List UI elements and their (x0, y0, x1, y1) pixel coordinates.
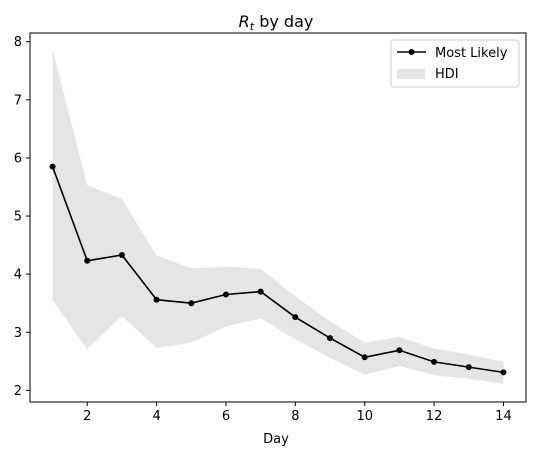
y-tick-label: 2 (14, 384, 22, 399)
most-likely-point (154, 297, 160, 303)
most-likely-point (362, 354, 368, 360)
chart-title-rest: by day (254, 12, 313, 31)
chart-title-r: R (239, 12, 250, 31)
y-tick-label: 5 (14, 210, 22, 225)
y-tick-label: 4 (14, 268, 22, 283)
y-tick-label: 8 (14, 35, 22, 50)
most-likely-point (223, 292, 229, 298)
legend-label-most-likely: Most Likely (435, 46, 508, 61)
x-axis-label: Day (263, 432, 289, 447)
legend: Most Likely HDI (391, 40, 519, 87)
x-tick-label: 12 (426, 409, 443, 424)
most-likely-point (292, 314, 298, 320)
x-tick-label: 4 (152, 409, 160, 424)
most-likely-point (84, 258, 90, 264)
y-tick-label: 7 (14, 93, 22, 108)
legend-band-swatch (397, 69, 425, 79)
y-tick-label: 3 (14, 326, 22, 341)
x-tick-label: 2 (83, 409, 91, 424)
x-tick-label: 14 (495, 409, 512, 424)
most-likely-point (431, 359, 437, 365)
most-likely-point (327, 335, 333, 341)
most-likely-point (258, 289, 264, 295)
y-tick-label: 6 (14, 151, 22, 166)
most-likely-point (50, 164, 56, 170)
x-tick-label: 6 (222, 409, 230, 424)
most-likely-point (188, 300, 194, 306)
x-tick-label: 10 (356, 409, 373, 424)
most-likely-point (119, 252, 125, 258)
x-tick-label: 8 (291, 409, 299, 424)
most-likely-point (500, 369, 506, 375)
legend-marker-swatch (409, 49, 415, 55)
legend-label-hdi: HDI (435, 67, 459, 82)
most-likely-point (466, 364, 472, 370)
most-likely-point (396, 347, 402, 353)
